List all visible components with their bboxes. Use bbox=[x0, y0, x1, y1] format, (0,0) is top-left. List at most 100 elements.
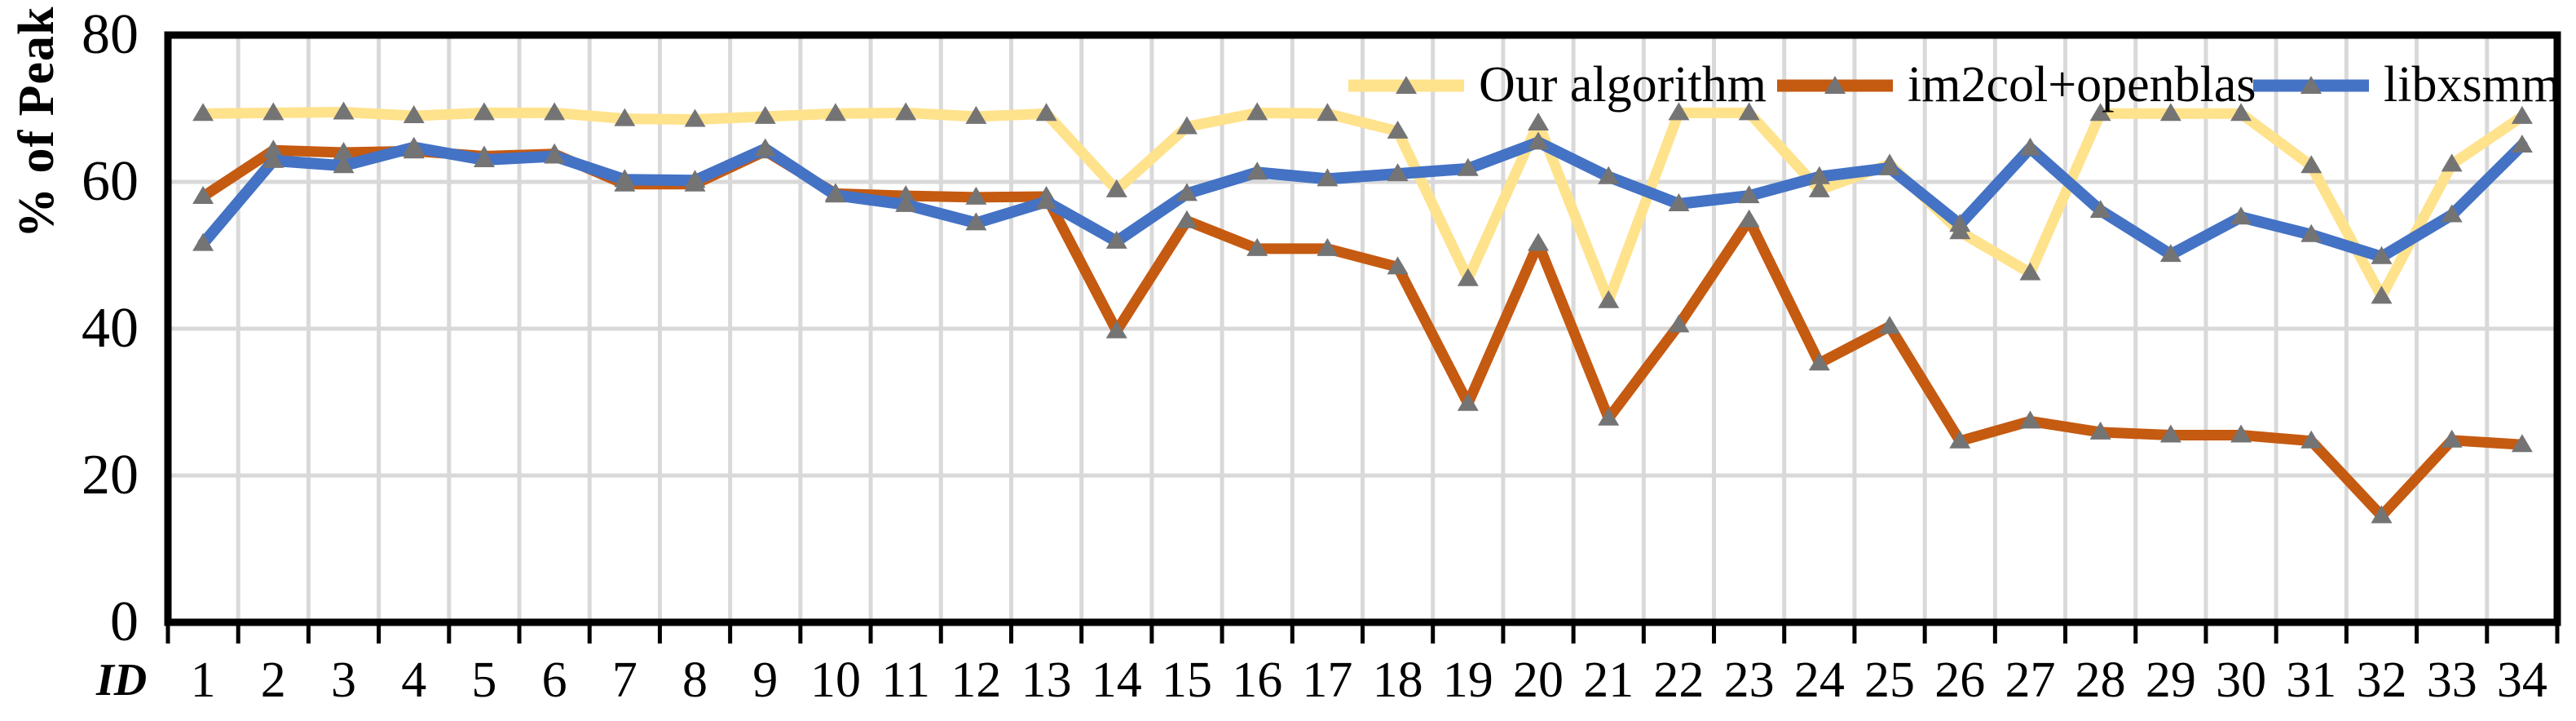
marker-libxsmm-id26 bbox=[1949, 214, 1971, 232]
x-tick-label-26: 26 bbox=[1934, 652, 1986, 708]
marker-our-algorithm-id30 bbox=[2230, 103, 2252, 122]
legend-swatch-our-algorithm bbox=[1348, 76, 1464, 94]
x-axis-title: ID bbox=[96, 655, 148, 706]
marker-libxsmm-id18 bbox=[1387, 163, 1409, 182]
legend-triangle-marker-icon bbox=[1824, 76, 1846, 94]
series-line-our-algorithm bbox=[197, 107, 2528, 307]
x-tick-label-2: 2 bbox=[260, 652, 286, 708]
x-tick-label-21: 21 bbox=[1583, 652, 1634, 708]
x-tick-label-3: 3 bbox=[331, 652, 356, 708]
x-tick-label-24: 24 bbox=[1793, 652, 1845, 708]
marker-libxsmm-id5 bbox=[473, 149, 495, 167]
x-tick-label-11: 11 bbox=[881, 652, 930, 708]
marker-im2col-openblas-id30 bbox=[2230, 424, 2252, 443]
x-tick-label-25: 25 bbox=[1864, 652, 1916, 708]
x-tick-label-9: 9 bbox=[752, 652, 779, 708]
marker-our-algorithm-id20 bbox=[1528, 113, 1550, 130]
marker-our-algorithm-id34 bbox=[2511, 105, 2533, 124]
marker-libxsmm-id28 bbox=[2089, 200, 2111, 219]
marker-our-algorithm-id31 bbox=[2300, 155, 2322, 174]
x-tick-label-5: 5 bbox=[471, 652, 497, 708]
x-tick-label-31: 31 bbox=[2286, 652, 2337, 708]
marker-our-algorithm-id15 bbox=[1176, 116, 1198, 135]
series-line-libxsmm bbox=[197, 136, 2528, 263]
x-tick-label-12: 12 bbox=[951, 652, 1002, 708]
marker-our-algorithm-id7 bbox=[614, 108, 636, 126]
marker-im2col-openblas-id3 bbox=[333, 142, 355, 160]
y-tick-label-80: 80 bbox=[82, 3, 139, 66]
x-tick-label-34: 34 bbox=[2496, 652, 2547, 708]
marker-im2col-openblas-id12 bbox=[965, 186, 987, 205]
marker-our-algorithm-id24 bbox=[1808, 179, 1830, 197]
marker-libxsmm-id7 bbox=[614, 169, 636, 188]
marker-our-algorithm-id32 bbox=[2371, 285, 2393, 304]
marker-our-algorithm-id3 bbox=[333, 101, 355, 120]
legend-triangle-marker-icon bbox=[1396, 76, 1417, 94]
marker-im2col-openblas-id32 bbox=[2371, 505, 2393, 524]
marker-im2col-openblas-id26 bbox=[1949, 430, 1971, 449]
marker-im2col-openblas-id29 bbox=[2159, 424, 2181, 443]
marker-our-algorithm-id4 bbox=[403, 105, 425, 123]
marker-im2col-openblas-id18 bbox=[1387, 256, 1409, 275]
legend-label: Our algorithm bbox=[1479, 56, 1767, 113]
marker-libxsmm-id21 bbox=[1598, 166, 1620, 184]
marker-im2col-openblas-id1 bbox=[192, 186, 214, 204]
legend-label: libxsmm bbox=[2384, 56, 2561, 113]
x-tick-label-30: 30 bbox=[2216, 652, 2267, 708]
marker-our-algorithm-id19 bbox=[1457, 268, 1479, 286]
marker-our-algorithm-id22 bbox=[1668, 102, 1690, 121]
marker-our-algorithm-id9 bbox=[754, 105, 776, 124]
x-tick-label-14: 14 bbox=[1091, 652, 1142, 708]
x-tick-label-16: 16 bbox=[1232, 652, 1283, 708]
marker-im2col-openblas-id34 bbox=[2511, 434, 2533, 453]
marker-libxsmm-id33 bbox=[2441, 204, 2463, 223]
marker-libxsmm-id9 bbox=[754, 138, 776, 157]
marker-our-algorithm-id1 bbox=[192, 103, 214, 122]
marker-our-algorithm-id21 bbox=[1598, 290, 1620, 308]
marker-im2col-openblas-id28 bbox=[2089, 421, 2111, 440]
legend-item-libxsmm: libxsmm bbox=[2250, 56, 2561, 113]
marker-our-algorithm-id23 bbox=[1738, 102, 1760, 121]
x-tick-label-7: 7 bbox=[611, 652, 637, 708]
marker-libxsmm-id8 bbox=[684, 170, 706, 188]
marker-libxsmm-id15 bbox=[1176, 183, 1198, 201]
x-tick-label-23: 23 bbox=[1723, 652, 1775, 708]
y-tick-label-20: 20 bbox=[82, 444, 139, 506]
marker-our-algorithm-id33 bbox=[2441, 153, 2463, 172]
marker-libxsmm-id2 bbox=[262, 149, 285, 168]
x-tick-label-15: 15 bbox=[1161, 652, 1212, 708]
x-tick-label-4: 4 bbox=[401, 652, 427, 708]
legend-swatch-libxsmm bbox=[2253, 76, 2369, 94]
marker-im2col-openblas-id17 bbox=[1317, 237, 1339, 256]
marker-our-algorithm-id29 bbox=[2159, 103, 2181, 122]
marker-our-algorithm-id12 bbox=[965, 105, 987, 124]
marker-libxsmm-id11 bbox=[895, 193, 917, 212]
x-tick-label-27: 27 bbox=[2005, 652, 2056, 708]
marker-libxsmm-id17 bbox=[1317, 168, 1339, 187]
marker-libxsmm-id1 bbox=[192, 232, 214, 251]
marker-im2col-openblas-id14 bbox=[1105, 320, 1127, 338]
marker-our-algorithm-id5 bbox=[473, 102, 495, 121]
marker-our-algorithm-id10 bbox=[824, 103, 846, 122]
x-tick-label-18: 18 bbox=[1372, 652, 1423, 708]
marker-im2col-openblas-id22 bbox=[1668, 314, 1690, 333]
marker-libxsmm-id29 bbox=[2159, 244, 2181, 263]
marker-libxsmm-id25 bbox=[1879, 157, 1901, 175]
y-tick-label-40: 40 bbox=[82, 297, 139, 360]
marker-libxsmm-id22 bbox=[1668, 193, 1690, 211]
marker-im2col-openblas-id16 bbox=[1246, 237, 1268, 256]
marker-im2col-openblas-id20 bbox=[1528, 232, 1550, 251]
x-tick-label-28: 28 bbox=[2075, 652, 2126, 708]
marker-our-algorithm-id16 bbox=[1246, 102, 1268, 121]
marker-our-algorithm-id8 bbox=[684, 108, 706, 127]
marker-our-algorithm-id17 bbox=[1317, 103, 1339, 122]
marker-im2col-openblas-id33 bbox=[2441, 429, 2463, 448]
marker-libxsmm-id6 bbox=[544, 145, 566, 164]
marker-libxsmm-id23 bbox=[1738, 185, 1760, 204]
marker-our-algorithm-id18 bbox=[1387, 120, 1409, 139]
marker-our-algorithm-id14 bbox=[1105, 179, 1127, 197]
legend-swatch-im2col-openblas bbox=[1777, 76, 1893, 94]
marker-im2col-openblas-id24 bbox=[1808, 352, 1830, 371]
marker-im2col-openblas-id23 bbox=[1738, 209, 1760, 228]
